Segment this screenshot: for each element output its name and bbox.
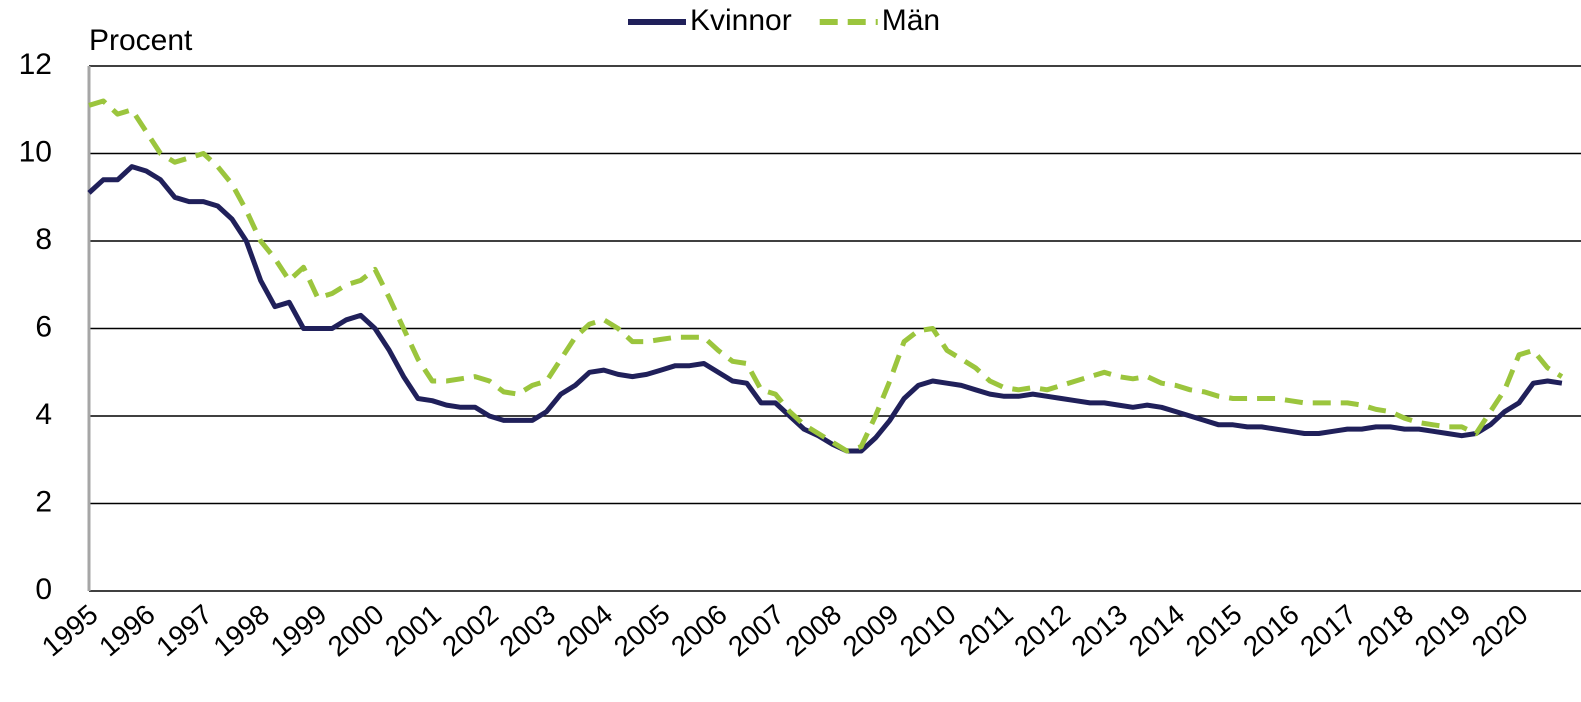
x-tick-label: 2000 [322,599,390,663]
x-tick-label: 2016 [1237,599,1305,663]
x-tick-label: 1995 [36,599,104,663]
x-tick-label: 2020 [1466,599,1534,663]
y-tick-label: 4 [35,398,52,431]
x-tick-label: 2013 [1066,599,1134,663]
y-tick-label: 10 [19,135,52,168]
y-tick-label: 6 [35,310,52,343]
legend-label: Män [882,4,940,37]
y-tick-label: 2 [35,485,52,518]
x-tick-label: 1997 [150,599,218,663]
x-tick-label: 2009 [837,599,905,663]
x-tick-label: 2003 [494,599,562,663]
series-line [88,98,1564,454]
x-tick-label: 1996 [93,599,161,663]
y-tick-label: 0 [35,573,52,606]
x-tick-label: 2001 [379,599,447,663]
x-tick-label: 2004 [551,599,619,663]
legend-label: Kvinnor [690,4,792,37]
x-tick-label: 2002 [436,599,504,663]
x-tick-label: 1998 [208,599,276,663]
x-tick-label: 2015 [1180,599,1248,663]
x-tick-label: 2014 [1123,599,1191,663]
x-tick-label: 2005 [608,599,676,663]
x-tick-label: 1999 [265,599,333,663]
x-tick-label: 2018 [1352,599,1420,663]
x-tick-label: 2011 [953,599,1019,661]
y-axis-label: Procent [89,24,193,57]
x-tick-label: 2010 [894,599,962,663]
x-tick-label: 2007 [722,599,790,663]
x-tick-label: 2017 [1294,599,1362,663]
x-tick-label: 2012 [1008,599,1076,663]
y-tick-label: 12 [19,48,52,81]
x-tick-label: 2019 [1409,599,1477,663]
y-tick-label: 8 [35,223,52,256]
series-line [87,164,1563,454]
x-tick-label: 2006 [665,599,733,663]
x-tick-label: 2008 [780,599,848,663]
